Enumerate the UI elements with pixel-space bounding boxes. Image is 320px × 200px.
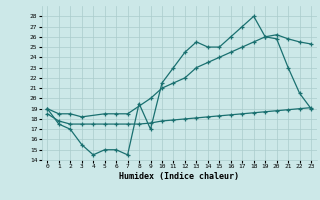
X-axis label: Humidex (Indice chaleur): Humidex (Indice chaleur) <box>119 172 239 181</box>
